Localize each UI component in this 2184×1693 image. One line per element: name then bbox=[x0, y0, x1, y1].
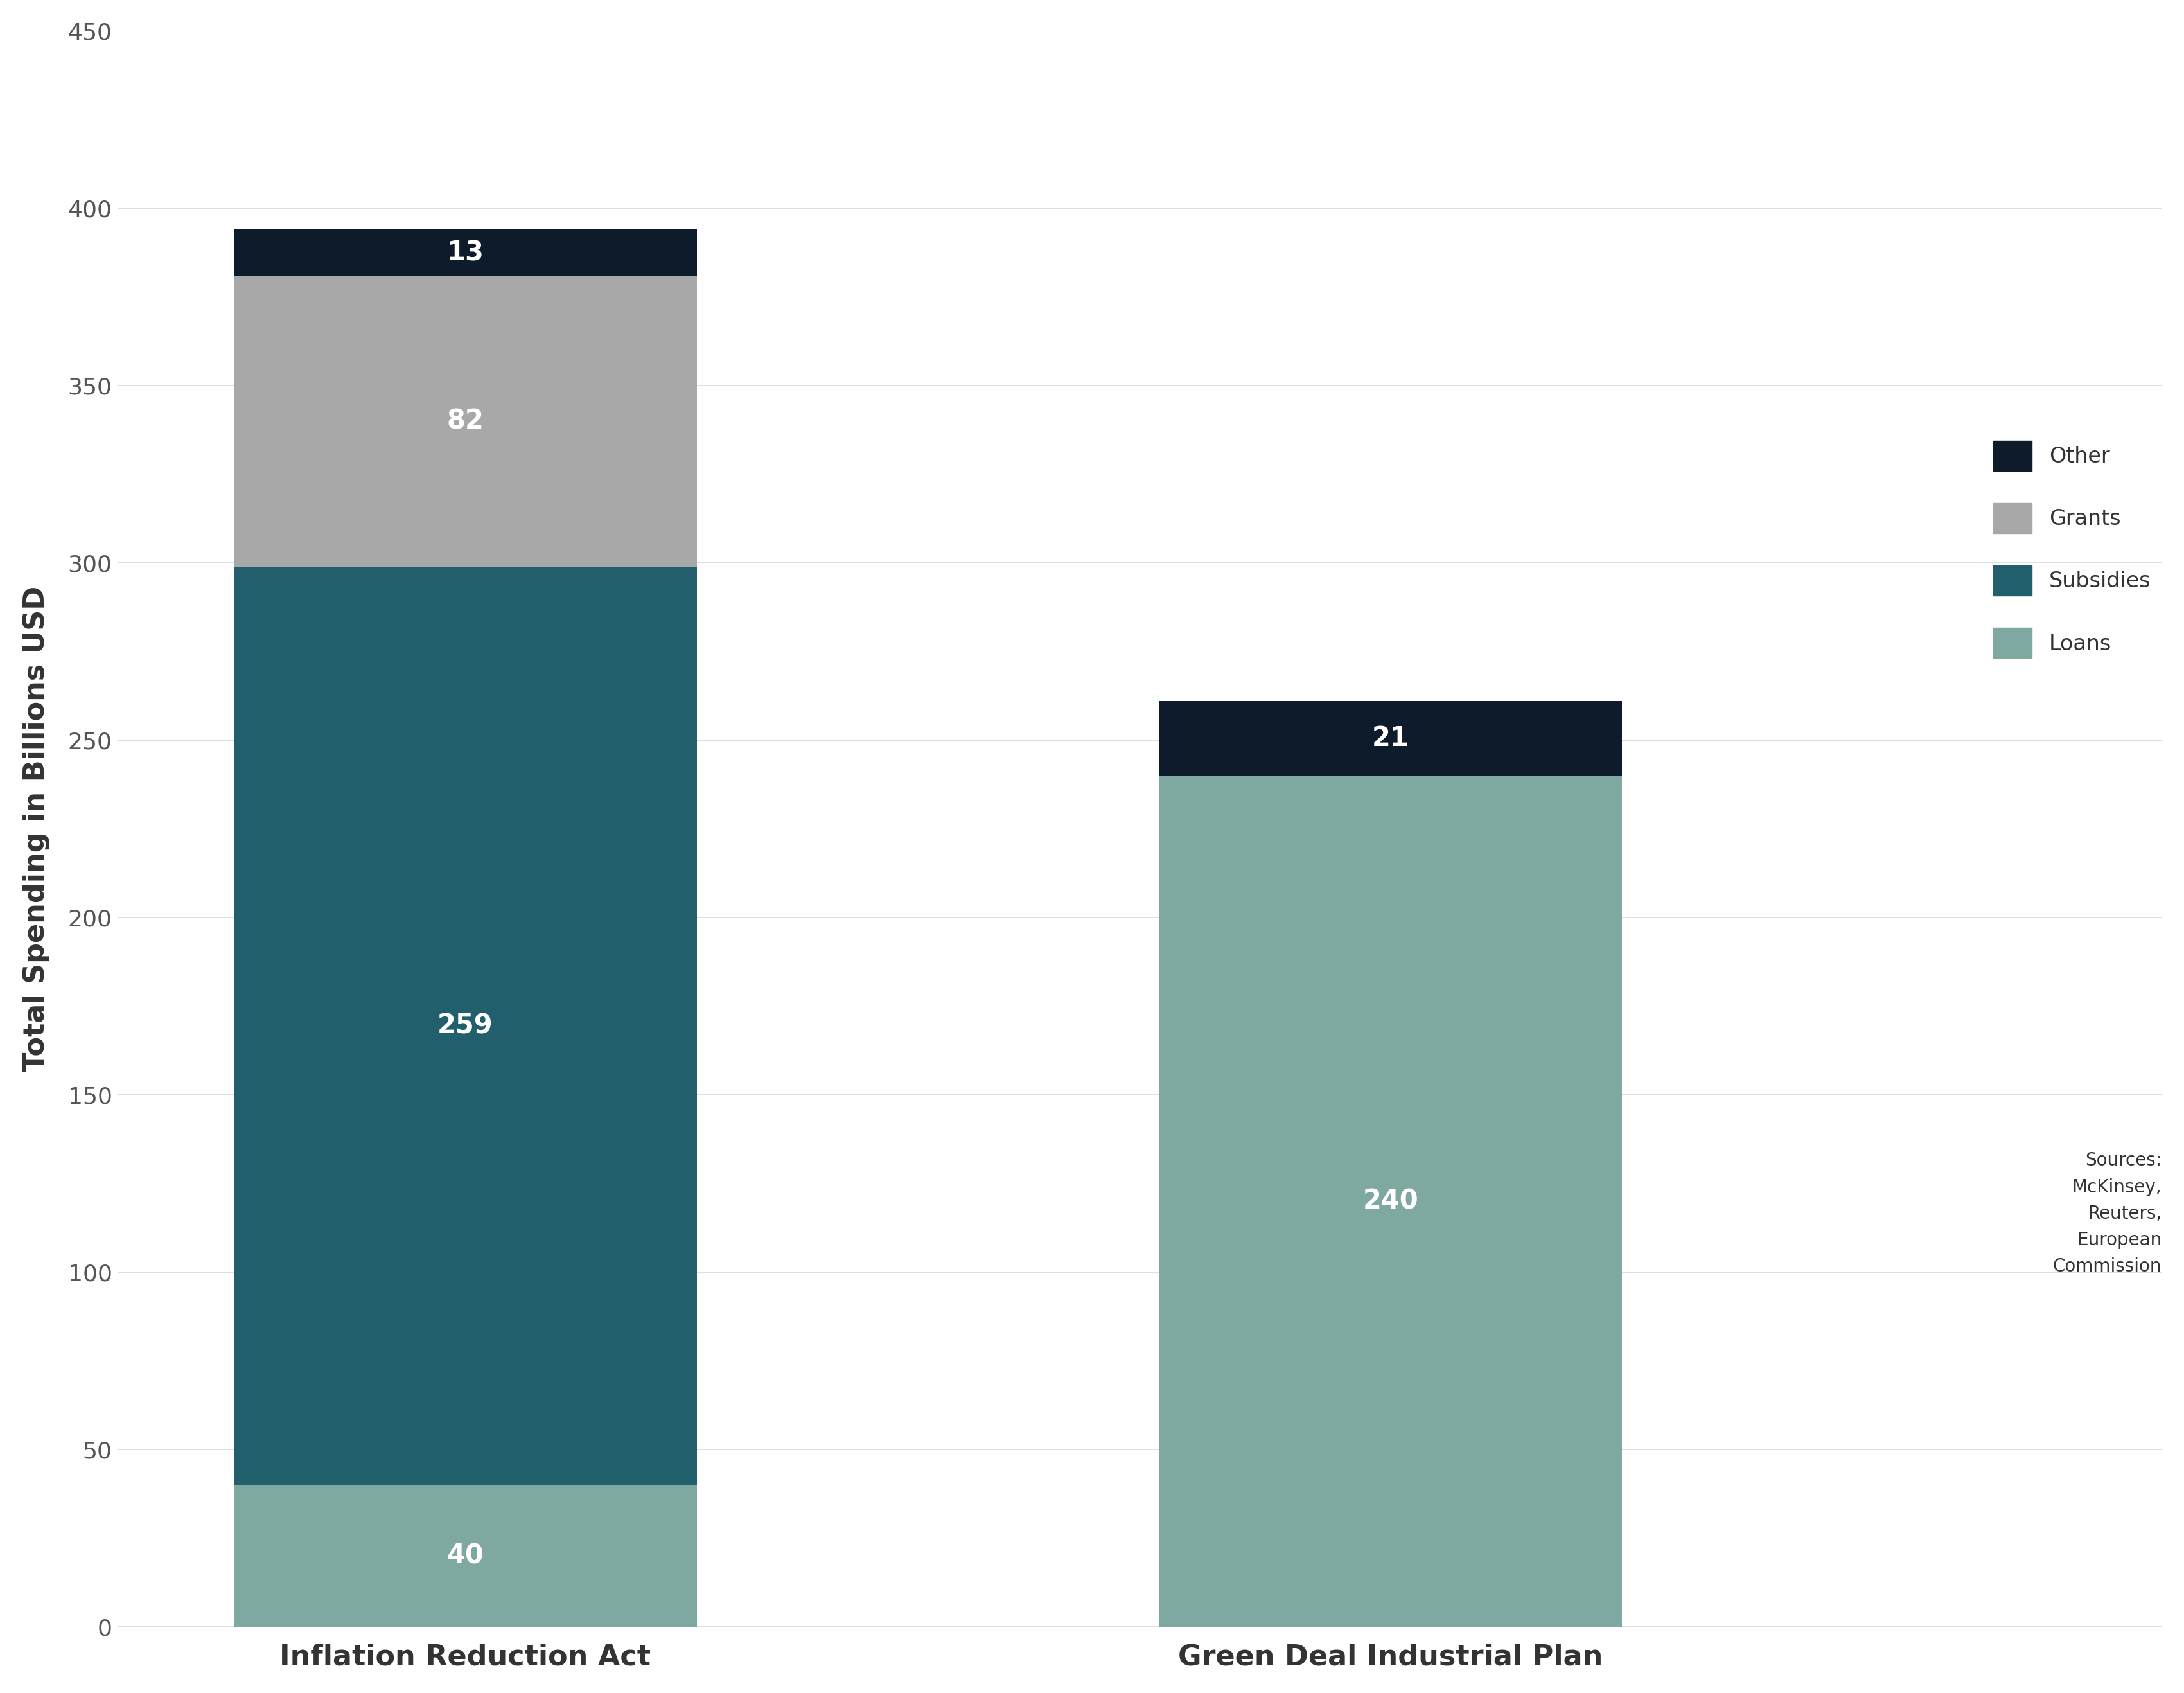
Text: Sources:
McKinsey,
Reuters,
European
Commission: Sources: McKinsey, Reuters, European Com… bbox=[2053, 1151, 2162, 1275]
Bar bbox=[234, 276, 697, 567]
Bar bbox=[234, 1485, 697, 1627]
Text: 13: 13 bbox=[448, 239, 485, 266]
Bar bbox=[1160, 701, 1623, 775]
Text: 40: 40 bbox=[448, 1542, 485, 1569]
Text: 82: 82 bbox=[448, 408, 485, 435]
Bar bbox=[234, 567, 697, 1485]
Text: 259: 259 bbox=[437, 1012, 494, 1040]
Bar bbox=[1160, 775, 1623, 1627]
Bar bbox=[234, 230, 697, 276]
Text: 240: 240 bbox=[1363, 1187, 1417, 1214]
Text: 21: 21 bbox=[1372, 725, 1409, 752]
Y-axis label: Total Spending in Billions USD: Total Spending in Billions USD bbox=[22, 586, 50, 1072]
Legend: Other, Grants, Subsidies, Loans: Other, Grants, Subsidies, Loans bbox=[1994, 440, 2151, 659]
